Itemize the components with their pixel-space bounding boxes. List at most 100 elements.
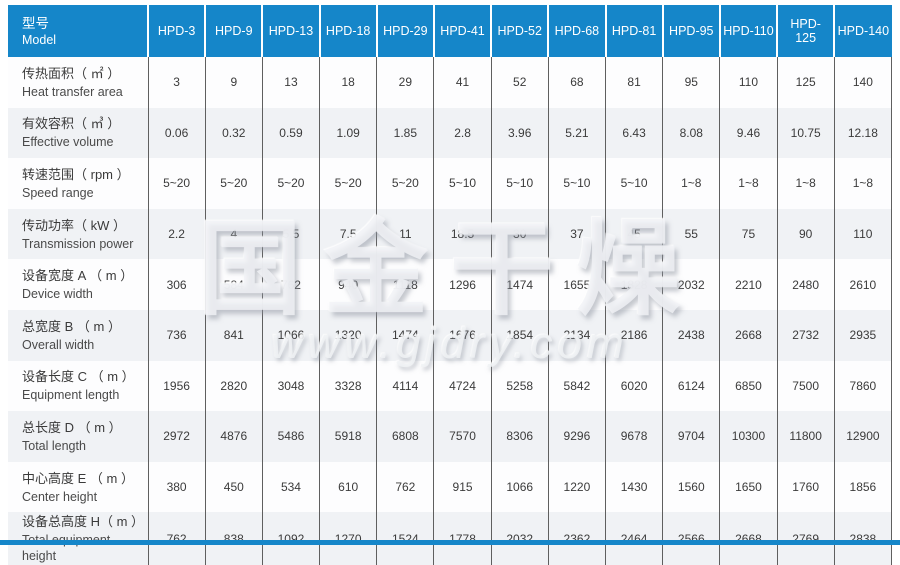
value-cell: 5~20 xyxy=(319,158,377,209)
row-label-zh: 传热面积（ ㎡ ） xyxy=(22,65,121,81)
value-cell: 55 xyxy=(662,208,720,260)
row-label-en: Total length xyxy=(22,438,86,453)
bottom-accent-bar xyxy=(0,540,900,545)
value-cell: 2769 xyxy=(776,512,835,565)
value-cell: 762 xyxy=(261,259,320,310)
value-cell: 12.18 xyxy=(833,107,893,159)
table-row: 传热面积（ ㎡ ） Heat transfer area 3 9 13 18 29 41 52 6… xyxy=(8,57,893,108)
value-cell: 2032 xyxy=(662,259,720,310)
row-label-zh: 总长度 D （ m ） xyxy=(22,419,122,435)
value-cell: 30 xyxy=(490,208,549,260)
value-cell: 4724 xyxy=(433,360,492,412)
row-label-zh: 总宽度 B （ m ） xyxy=(22,318,121,334)
value-cell: 1956 xyxy=(147,360,206,412)
value-cell: 1676 xyxy=(433,309,492,361)
value-cell: 2838 xyxy=(833,512,893,565)
value-cell: 1066 xyxy=(261,309,320,361)
value-cell: 1650 xyxy=(719,461,778,513)
column-header-hpd-13: HPD-13 xyxy=(261,5,320,57)
value-cell: 2610 xyxy=(833,259,893,310)
value-cell: 4 xyxy=(204,208,263,260)
value-cell: 2566 xyxy=(662,512,720,565)
value-cell: 5258 xyxy=(490,360,549,412)
column-header-hpd-52: HPD-52 xyxy=(490,5,549,57)
value-cell: 11 xyxy=(376,208,434,260)
value-cell: 2668 xyxy=(719,512,778,565)
header-row: 型号 Model HPD-3 HPD-9 HPD-13 HPD-18 HPD-29 HPD… xyxy=(8,5,892,57)
value-cell: 5~10 xyxy=(604,158,663,209)
model-header-cell: 型号 Model xyxy=(8,5,148,57)
value-cell: 5.5 xyxy=(261,208,320,260)
value-cell: 838 xyxy=(204,512,263,565)
value-cell: 9 xyxy=(204,57,263,108)
value-cell: 4114 xyxy=(376,360,434,412)
value-cell: 915 xyxy=(433,461,492,513)
value-cell: 11800 xyxy=(776,411,835,462)
value-cell: 2972 xyxy=(147,411,206,462)
column-header-hpd-29: HPD-29 xyxy=(375,5,434,57)
value-cell: 110 xyxy=(719,57,778,108)
value-cell: 1~8 xyxy=(833,158,893,209)
value-cell: 1524 xyxy=(376,512,434,565)
value-cell: 5918 xyxy=(319,411,377,462)
value-cell: 2.2 xyxy=(147,208,206,260)
value-cell: 3 xyxy=(147,57,206,108)
value-cell: 1778 xyxy=(433,512,492,565)
value-cell: 584 xyxy=(204,259,263,310)
value-cell: 1760 xyxy=(776,461,835,513)
value-cell: 1474 xyxy=(490,259,549,310)
value-cell: 736 xyxy=(147,309,206,361)
value-cell: 12900 xyxy=(833,411,893,462)
column-header-hpd-41: HPD-41 xyxy=(432,5,492,57)
value-cell: 13 xyxy=(261,57,320,108)
row-label-zh: 转速范围（ rpm ） xyxy=(22,166,130,182)
value-cell: 7860 xyxy=(833,360,893,412)
value-cell: 1828 xyxy=(604,259,663,310)
value-cell: 9678 xyxy=(604,411,663,462)
row-label-cell: 传动功率（ kW ） Transmission power xyxy=(8,209,148,260)
value-cell: 18.5 xyxy=(433,208,492,260)
value-cell: 9.46 xyxy=(719,107,778,159)
row-label-cell: 中心高度 E （ m ） Center height xyxy=(8,462,148,513)
value-cell: 6808 xyxy=(376,411,434,462)
row-label-cell: 设备长度 C （ m ） Equipment length xyxy=(8,361,148,412)
value-cell: 2.8 xyxy=(433,107,492,159)
value-cell: 2210 xyxy=(719,259,778,310)
value-cell: 125 xyxy=(776,57,835,108)
value-cell: 140 xyxy=(833,57,893,108)
value-cell: 1~8 xyxy=(776,158,835,209)
row-label-en: Overall width xyxy=(22,337,95,352)
value-cell: 5.21 xyxy=(547,107,606,159)
value-cell: 81 xyxy=(604,57,663,108)
value-cell: 5~10 xyxy=(490,158,549,209)
value-cell: 2134 xyxy=(547,309,606,361)
value-cell: 0.59 xyxy=(261,107,320,159)
value-cell: 6020 xyxy=(604,360,663,412)
row-label-cell: 转速范围（ rpm ） Speed range xyxy=(8,158,148,209)
value-cell: 9704 xyxy=(662,411,720,462)
row-label-cell: 有效容积（ ㎥ ） Effective volume xyxy=(8,108,148,159)
value-cell: 7500 xyxy=(776,360,835,412)
value-cell: 1270 xyxy=(319,512,377,565)
value-cell: 68 xyxy=(547,57,606,108)
row-label-cell: 传热面积（ ㎡ ） Heat transfer area xyxy=(8,57,148,108)
value-cell: 18 xyxy=(319,57,377,108)
row-label-cell: 总宽度 B （ m ） Overall width xyxy=(8,310,148,361)
row-label-en: Total equipment height xyxy=(22,533,110,564)
value-cell: 29 xyxy=(376,57,434,108)
column-header-hpd-9: HPD-9 xyxy=(204,5,263,57)
row-label-en: Heat transfer area xyxy=(22,84,123,99)
value-cell: 5486 xyxy=(261,411,320,462)
table-row: 总宽度 B （ m ） Overall width 736 841 1066 1320 14… xyxy=(8,309,893,361)
table-row: 设备总高度 H（ m ） Total equipment height 762838… xyxy=(8,512,893,565)
table-row: 设备长度 C （ m ） Equipment length 1956 2820 3048… xyxy=(8,360,893,412)
value-cell: 10.75 xyxy=(776,107,835,159)
value-cell: 7.5 xyxy=(319,208,377,260)
value-cell: 4876 xyxy=(204,411,263,462)
value-cell: 1066 xyxy=(490,461,549,513)
value-cell: 45 xyxy=(604,208,663,260)
model-header-zh: 型号 xyxy=(22,15,49,31)
column-header-hpd-68: HPD-68 xyxy=(547,5,606,57)
row-label-en: Device width xyxy=(22,287,93,302)
value-cell: 1~8 xyxy=(719,158,778,209)
